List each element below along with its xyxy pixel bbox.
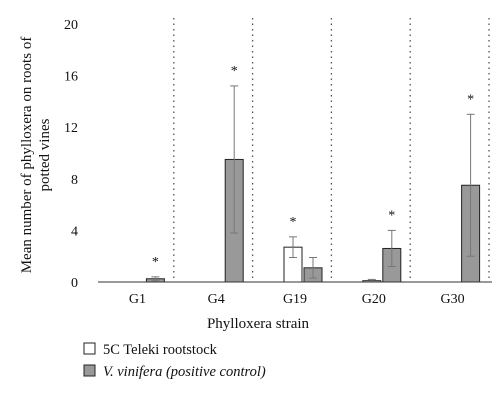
y-axis-label: Mean number of phylloxera on roots of po… [19,37,53,274]
legend-label: 5C Teleki rootstock [103,342,218,358]
error-bars [151,85,475,283]
significance-star: * [467,92,474,107]
x-tick-label: G30 [441,292,465,307]
group-separators [173,18,490,282]
x-tick-label: G4 [208,292,225,307]
y-tick-label: 4 [71,224,78,239]
legend: 5C Teleki rootstock V. vinifera (positive… [83,342,266,380]
y-tick-label: 20 [64,18,78,33]
x-axis-label: Phylloxera strain [207,316,310,332]
y-tick-label: 12 [64,121,78,136]
x-ticks: G1 G4 G19 G20 G30 [129,292,465,307]
y-axis-label-line-1: Mean number of phylloxera on roots of [19,37,35,274]
y-axis-label-line-2: potted vines [37,118,53,191]
significance-star: * [231,64,238,79]
significance-star: * [152,255,159,270]
y-tick-label: 0 [71,276,78,291]
x-tick-label: G19 [283,292,307,307]
x-tick-label: G1 [129,292,146,307]
legend-label: V. vinifera (positive control) [103,364,266,380]
significance-star: * [388,208,395,223]
legend-swatch [83,342,96,355]
significance-star: * [290,215,297,230]
y-tick-label: 16 [64,70,78,85]
significance-markers: * * * * * [152,64,474,270]
x-tick-label: G20 [362,292,386,307]
legend-swatch [83,364,96,377]
y-ticks: 0 4 8 12 16 20 [64,18,78,291]
y-tick-label: 8 [71,173,78,188]
